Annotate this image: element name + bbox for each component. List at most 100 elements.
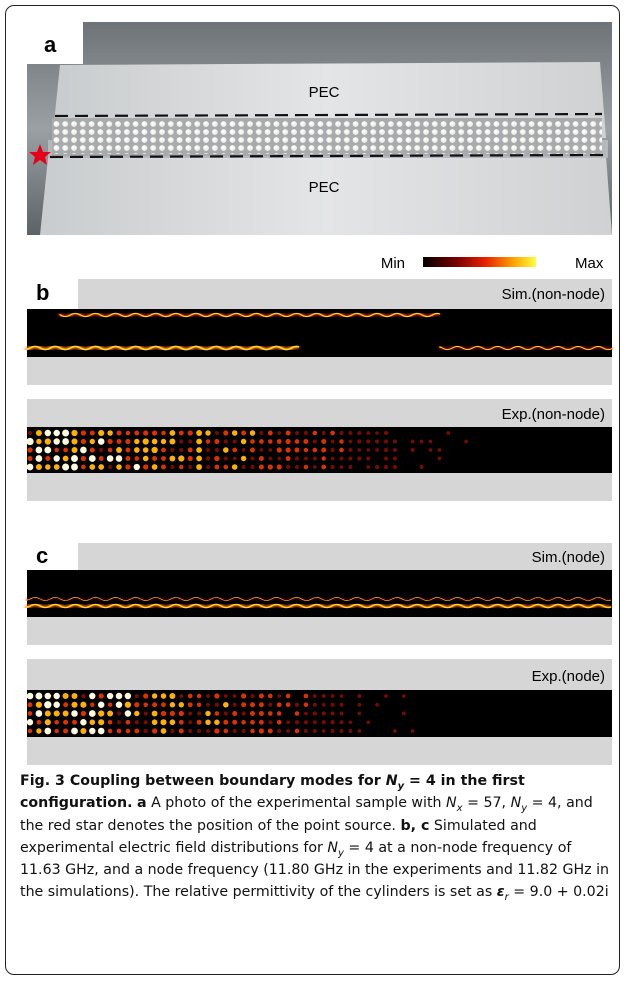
field-spot <box>259 456 264 461</box>
field-spot <box>116 430 121 435</box>
field-spot <box>53 702 59 708</box>
field-spot <box>420 465 424 469</box>
field-spot <box>134 729 139 734</box>
field-spot <box>125 456 130 461</box>
field-spot <box>72 720 77 725</box>
field-spot <box>99 448 103 452</box>
field-spot <box>250 439 255 444</box>
field-map-bg <box>27 617 612 645</box>
panel-label: c <box>36 543 48 568</box>
field-spot <box>393 729 397 733</box>
field-spot <box>36 455 43 462</box>
field-spot <box>179 439 183 443</box>
field-spot <box>196 456 202 462</box>
field-spot <box>215 448 219 452</box>
field-spot <box>206 439 210 443</box>
field-spot <box>89 455 96 462</box>
field-spot <box>339 448 344 453</box>
field-spot <box>54 710 60 716</box>
field-spot <box>205 430 210 435</box>
field-spot <box>259 694 264 699</box>
field-spot <box>214 693 219 698</box>
field-spot <box>393 448 397 452</box>
field-spot <box>27 464 34 471</box>
field-spot <box>366 440 370 444</box>
field-spot <box>304 720 308 724</box>
field-spot <box>72 447 78 453</box>
field-spot <box>54 720 59 725</box>
field-spot <box>196 439 202 445</box>
field-spot <box>241 693 246 698</box>
field-spot <box>28 431 32 435</box>
field-spot <box>331 465 335 469</box>
field-spot <box>233 703 237 707</box>
field-spot <box>71 430 77 436</box>
field-spot <box>99 693 104 698</box>
field-spot <box>179 465 183 469</box>
cylinders <box>52 120 602 154</box>
field-spot <box>116 464 121 469</box>
field-spot <box>312 431 317 436</box>
field-spot <box>152 693 157 698</box>
field-spot <box>340 729 344 733</box>
field-spot <box>188 430 193 435</box>
field-spot <box>117 729 122 734</box>
field-spot <box>241 711 245 715</box>
field-spot <box>161 693 167 699</box>
field-spot <box>152 711 158 717</box>
field-spot <box>26 438 33 445</box>
field-spot <box>340 712 344 716</box>
field-spot <box>53 693 59 699</box>
field-spot <box>233 457 237 461</box>
field-spot <box>357 448 361 452</box>
field-spot <box>349 440 353 444</box>
map-title: Sim.(non-node) <box>502 286 605 303</box>
field-spot <box>71 438 77 444</box>
field-spot <box>313 448 318 453</box>
field-spot <box>151 447 157 453</box>
field-spot <box>125 448 130 453</box>
caption-text: b, c <box>400 818 429 834</box>
field-spot <box>295 703 299 707</box>
field-spot <box>152 430 157 435</box>
field-spot <box>215 703 219 707</box>
field-spot <box>250 465 254 469</box>
field-spot <box>134 431 139 436</box>
field-spot <box>179 728 184 733</box>
field-spot <box>125 693 131 699</box>
field-spot <box>81 711 86 716</box>
field-spot <box>331 694 335 698</box>
field-spot <box>304 465 309 470</box>
field-spot <box>295 711 300 716</box>
field-spot <box>179 720 184 725</box>
field-spot <box>349 720 353 724</box>
field-spot <box>161 448 166 453</box>
field-spot <box>268 729 273 734</box>
region-label: PEC <box>309 179 340 196</box>
field-spot <box>205 720 210 725</box>
field-spot <box>286 447 291 452</box>
field-spot <box>330 431 335 436</box>
field-spot <box>63 448 68 453</box>
field-spot <box>357 431 361 435</box>
field-spot <box>223 430 228 435</box>
field-spot <box>206 703 210 707</box>
caption: Fig. 3 Coupling between boundary modes f… <box>20 770 612 904</box>
field-spot <box>161 456 166 461</box>
field-spot <box>215 711 220 716</box>
field-spot <box>44 701 51 708</box>
field-spot <box>250 720 255 725</box>
field-spot <box>143 438 149 444</box>
field-spot <box>36 710 43 717</box>
field-spot <box>108 465 112 469</box>
field-spot <box>45 456 50 461</box>
field-spot <box>81 456 86 461</box>
field-spot <box>80 728 86 734</box>
field-spot <box>331 703 335 707</box>
field-spot <box>339 439 343 443</box>
field-spot <box>170 465 174 469</box>
field-spot <box>179 431 184 436</box>
field-spot <box>71 464 78 471</box>
field-spot <box>45 719 51 725</box>
field-spot <box>44 447 51 454</box>
